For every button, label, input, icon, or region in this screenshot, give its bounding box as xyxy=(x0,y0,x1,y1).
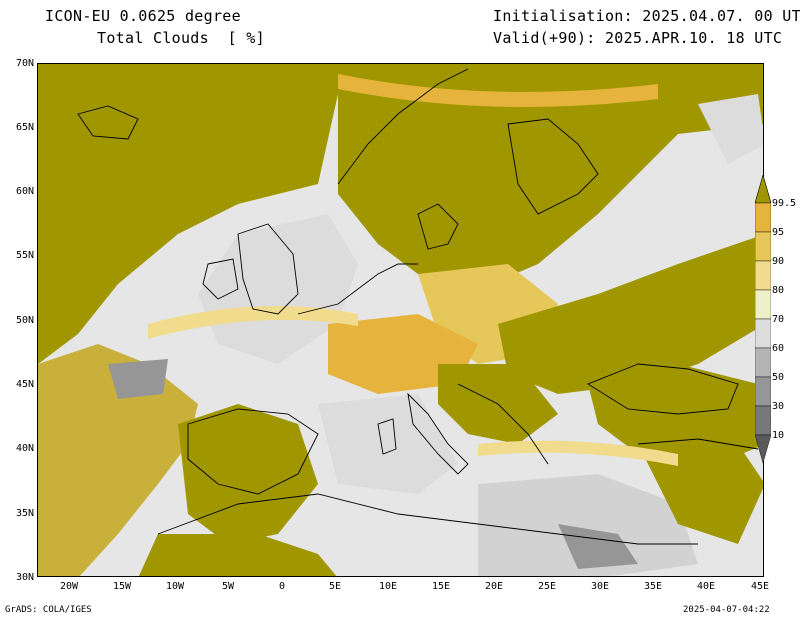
turkey-cloud xyxy=(638,444,763,544)
colorbar xyxy=(755,175,771,464)
east-europe-cloud xyxy=(498,234,763,394)
lat-label: 70N xyxy=(15,58,34,69)
lon-label: 35E xyxy=(643,581,663,592)
lon-label: 25E xyxy=(537,581,557,592)
lon-label: 20E xyxy=(484,581,504,592)
sweden-south-coast xyxy=(417,203,459,250)
colorbar-label: 99.5 xyxy=(772,198,797,209)
colorbar-segment xyxy=(755,289,771,320)
sardinia-coast xyxy=(377,418,397,455)
colorbar-segment xyxy=(755,405,771,436)
uk-clear-area xyxy=(198,214,358,364)
lat-label: 30N xyxy=(15,572,34,583)
atlantic-overcast xyxy=(38,64,338,364)
med-clear-area xyxy=(318,394,458,494)
colorbar-label: 50 xyxy=(772,372,785,383)
italy-coast xyxy=(407,392,469,475)
lat-label: 35N xyxy=(15,508,34,519)
east-med-area xyxy=(478,474,698,576)
iceland-coast xyxy=(77,105,139,140)
colorbar-label: 80 xyxy=(772,285,785,296)
cloud-map xyxy=(37,63,764,577)
lat-label: 60N xyxy=(15,186,34,197)
atlantic-south-cloud xyxy=(38,344,198,576)
colorbar-segment xyxy=(755,231,771,262)
colorbar-label: 95 xyxy=(772,227,785,238)
adriatic-coast xyxy=(457,383,549,465)
lon-label: 20W xyxy=(59,581,79,592)
lon-label: 45E xyxy=(750,581,770,592)
lat-label: 65N xyxy=(15,122,34,133)
lon-label: 40E xyxy=(696,581,716,592)
north-africa-coast xyxy=(157,493,698,545)
lat-label: 40N xyxy=(15,443,34,454)
iberia-coast xyxy=(187,408,319,495)
gray-patch-north xyxy=(698,94,763,164)
gray-patch-atlantic xyxy=(108,359,168,399)
black-sea-coast xyxy=(587,363,739,415)
colorbar-label: 30 xyxy=(772,401,785,412)
colorbar-segment xyxy=(755,318,771,349)
colorbar-top-arrow xyxy=(755,175,771,204)
valid-time: Valid(+90): 2025.APR.10. 18 UTC xyxy=(493,29,783,47)
colorbar-label: 90 xyxy=(772,256,785,267)
colorbar-label: 10 xyxy=(772,430,785,441)
lat-label: 55N xyxy=(15,250,34,261)
turkey-coast xyxy=(637,438,759,450)
uk-coast xyxy=(237,223,299,315)
colorbar-segment xyxy=(755,347,771,378)
scandinavia-cloud xyxy=(338,64,763,294)
north-africa-cloud xyxy=(138,534,337,576)
lon-label: 15W xyxy=(112,581,132,592)
initialisation-time: Initialisation: 2025.04.07. 00 UTC xyxy=(493,7,800,25)
lon-label: 30E xyxy=(590,581,610,592)
lon-label: 15E xyxy=(431,581,451,592)
streak-1 xyxy=(148,306,358,339)
cloud-field-svg xyxy=(38,64,763,576)
footer-timestamp: 2025-04-07-04:22 xyxy=(683,605,770,615)
finland-coast xyxy=(507,118,599,215)
coastlines xyxy=(77,68,759,545)
footer-credit: GrADS: COLA/IGES xyxy=(5,605,92,615)
colorbar-segment xyxy=(755,376,771,407)
lon-label: 5W xyxy=(221,581,235,592)
lon-label: 10W xyxy=(165,581,185,592)
lon-label: 0 xyxy=(278,581,286,592)
north-sea-coast xyxy=(297,263,418,315)
lat-label: 50N xyxy=(15,315,34,326)
lat-label: 45N xyxy=(15,379,34,390)
colorbar-label: 70 xyxy=(772,314,785,325)
colorbar-bottom-arrow xyxy=(755,434,771,464)
norway-coast xyxy=(337,68,469,185)
gray-patch-med xyxy=(558,524,638,569)
colorbar-segment xyxy=(755,202,771,233)
streak-3 xyxy=(478,440,678,466)
iberia-cloud xyxy=(178,404,318,544)
ireland-coast xyxy=(202,258,239,300)
model-title: ICON-EU 0.0625 degree xyxy=(45,7,241,25)
colorbar-label: 60 xyxy=(772,343,785,354)
lon-label: 5E xyxy=(328,581,342,592)
variable-title: Total Clouds [ %] xyxy=(97,29,265,47)
lon-label: 10E xyxy=(378,581,398,592)
colorbar-segment xyxy=(755,260,771,291)
